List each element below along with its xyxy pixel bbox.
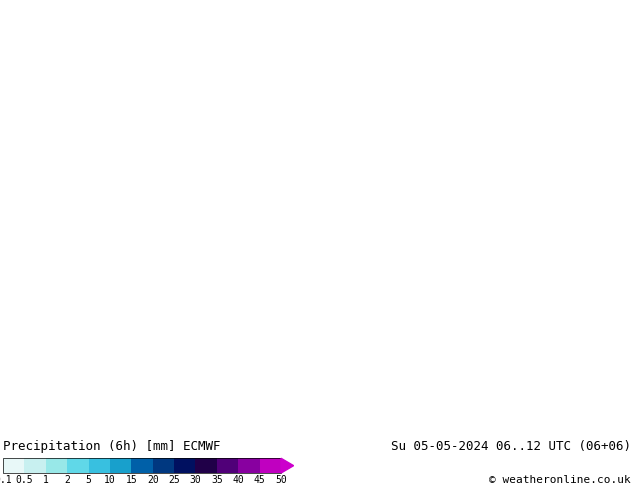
Text: Precipitation (6h) [mm] ECMWF: Precipitation (6h) [mm] ECMWF <box>3 440 221 453</box>
Bar <box>67 458 89 473</box>
Text: 5: 5 <box>86 475 91 485</box>
Text: 50: 50 <box>275 475 287 485</box>
Text: 40: 40 <box>232 475 244 485</box>
Bar <box>3 458 24 473</box>
Bar <box>46 458 67 473</box>
Bar <box>3 458 281 473</box>
Bar <box>259 458 281 473</box>
FancyArrow shape <box>281 458 294 473</box>
Text: © weatheronline.co.uk: © weatheronline.co.uk <box>489 475 631 486</box>
Bar <box>131 458 153 473</box>
Text: 15: 15 <box>126 475 137 485</box>
Text: 35: 35 <box>211 475 223 485</box>
Text: 20: 20 <box>147 475 158 485</box>
Text: 0.5: 0.5 <box>16 475 33 485</box>
Text: 25: 25 <box>168 475 180 485</box>
Bar <box>217 458 238 473</box>
Bar <box>195 458 217 473</box>
Text: 30: 30 <box>190 475 202 485</box>
Text: 45: 45 <box>254 475 266 485</box>
Text: Su 05-05-2024 06..12 UTC (06+06): Su 05-05-2024 06..12 UTC (06+06) <box>391 440 631 453</box>
Bar <box>153 458 174 473</box>
Bar <box>89 458 110 473</box>
Bar <box>174 458 195 473</box>
Text: 0.1: 0.1 <box>0 475 12 485</box>
Text: 10: 10 <box>104 475 116 485</box>
Bar <box>110 458 131 473</box>
Bar <box>24 458 46 473</box>
Text: 2: 2 <box>64 475 70 485</box>
Bar <box>238 458 259 473</box>
Text: 1: 1 <box>43 475 49 485</box>
